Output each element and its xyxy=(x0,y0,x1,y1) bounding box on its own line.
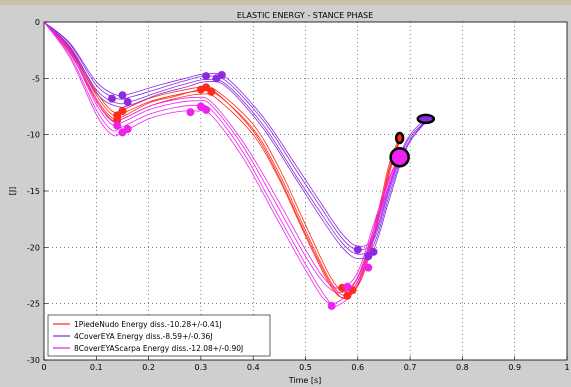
x-tick-label: 0.3 xyxy=(195,363,208,372)
series-markers xyxy=(107,70,436,310)
series-2-marker xyxy=(353,245,362,254)
series-3-marker xyxy=(186,108,195,117)
series-2-end-marker xyxy=(416,113,436,125)
series-3-marker xyxy=(364,263,373,272)
x-tick-label: 1 xyxy=(564,363,569,372)
x-tick-label: 0.1 xyxy=(90,363,103,372)
series-2-curve-3 xyxy=(43,21,432,247)
x-tick-label: 0.8 xyxy=(456,363,469,372)
window-top-bar xyxy=(0,0,571,5)
series-1-curve-3 xyxy=(43,21,400,293)
legend-box xyxy=(47,314,271,357)
series-3-curve-1 xyxy=(43,21,400,307)
series-3-marker xyxy=(343,282,352,291)
series-1-curve-2 xyxy=(43,21,400,299)
y-axis-label: [J] xyxy=(8,187,17,196)
legend-entry: 8CoverEYAScarpa Energy diss.-12.08+/-0.9… xyxy=(74,344,243,353)
y-tick-label: 0 xyxy=(35,18,40,27)
series-1-marker xyxy=(207,87,216,96)
y-tick-label: -30 xyxy=(27,356,40,365)
series-3-marker xyxy=(202,105,211,114)
series-2-marker xyxy=(123,97,132,106)
series-2-curve-4 xyxy=(43,21,432,260)
grid xyxy=(44,22,567,360)
x-tick-label: 0.6 xyxy=(351,363,364,372)
series-2-marker xyxy=(118,91,127,100)
legend-entry: 1PiedeNudo Energy diss.-10.28+/-0.41J xyxy=(74,320,222,329)
y-tick-label: -5 xyxy=(32,74,40,83)
series-2-marker xyxy=(202,72,211,81)
series-2-marker xyxy=(107,94,116,103)
series-3-curve-3 xyxy=(43,21,400,305)
legend-entry: 4CoverEYA Energy diss.-8.59+/-0.36J xyxy=(74,332,213,341)
series-2-marker xyxy=(364,252,373,261)
y-tick-label: -15 xyxy=(27,187,40,196)
series-3-end-marker xyxy=(389,146,410,168)
x-tick-label: 0 xyxy=(41,363,46,372)
series-2-curve-2 xyxy=(43,21,432,255)
series-1-marker xyxy=(343,291,352,300)
series-3-marker xyxy=(113,121,122,130)
x-axis-ticks: 0 0.1 0.2 0.3 0.4 0.5 0.6 0.7 0.8 0.9 1 xyxy=(41,356,570,372)
x-axis-label: Time [s] xyxy=(288,376,322,385)
series-1-marker xyxy=(118,107,127,116)
series-3-marker xyxy=(123,125,132,134)
y-tick-label: -25 xyxy=(27,300,40,309)
series-1-marker xyxy=(113,116,122,125)
y-tick-label: -10 xyxy=(27,131,40,140)
chart-title: ELASTIC ENERGY - STANCE PHASE xyxy=(237,11,373,20)
series-3-curve-2 xyxy=(43,21,400,294)
x-tick-label: 0.2 xyxy=(142,363,155,372)
series-2-curve-1 xyxy=(43,21,432,251)
series-3-marker xyxy=(327,301,336,310)
y-tick-label: -20 xyxy=(27,243,40,252)
series-3-curve-4 xyxy=(43,21,400,289)
y-axis-ticks: 0 -5 -10 -15 -20 -25 -30 xyxy=(27,18,48,365)
x-tick-label: 0.4 xyxy=(247,363,260,372)
series-2-marker xyxy=(217,70,226,79)
series-1-marker xyxy=(196,85,205,94)
legend: 1PiedeNudo Energy diss.-10.28+/-0.41J 4Co… xyxy=(47,314,271,357)
series-1-end-marker xyxy=(394,131,405,145)
series-curves xyxy=(43,21,432,307)
x-tick-label: 0.7 xyxy=(404,363,417,372)
x-tick-label: 0.5 xyxy=(299,363,312,372)
x-tick-label: 0.9 xyxy=(508,363,521,372)
series-2-marker xyxy=(369,247,378,256)
